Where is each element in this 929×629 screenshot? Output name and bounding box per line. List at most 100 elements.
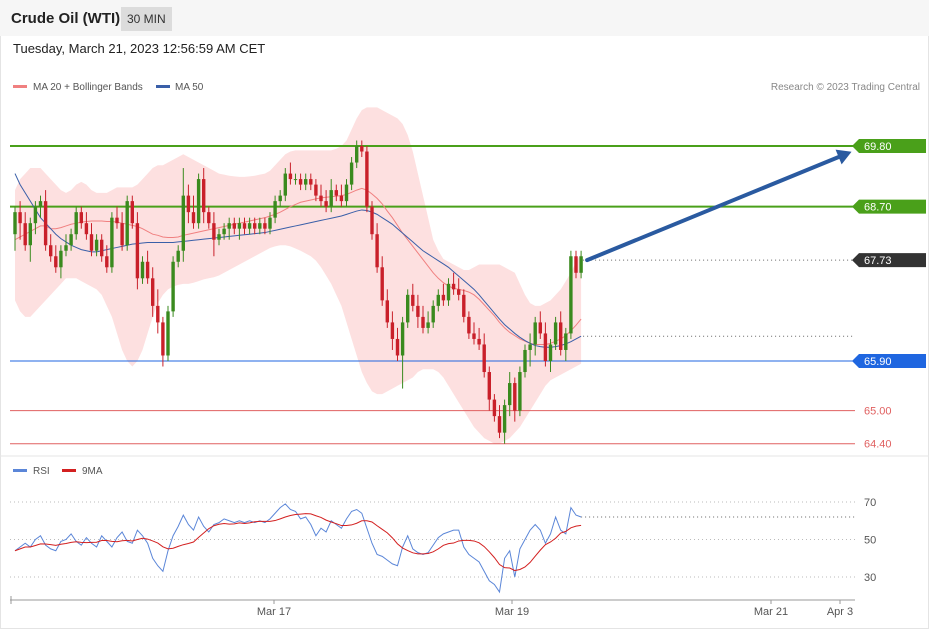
x-tick-label: Mar 17: [257, 606, 291, 618]
candle-body: [344, 184, 349, 202]
candle-body: [100, 239, 104, 257]
candle-body: [64, 245, 68, 251]
candle-body: [43, 201, 48, 246]
candle-body: [191, 212, 196, 224]
candle-body: [288, 173, 293, 180]
candle-body: [13, 212, 17, 235]
candle-body: [446, 283, 451, 301]
candle-body: [406, 294, 410, 323]
candle-body: [151, 278, 155, 306]
candle-body: [508, 383, 512, 406]
candle-body: [110, 217, 114, 268]
candle-body: [202, 179, 206, 213]
candle-body: [263, 223, 267, 229]
candle-body: [329, 190, 333, 207]
candle-body: [298, 179, 303, 185]
candle-body: [548, 344, 553, 361]
candle-body: [135, 223, 140, 279]
candle-body: [89, 234, 94, 251]
candle-body: [451, 283, 456, 290]
candle-body: [74, 212, 78, 235]
candle-body: [18, 212, 22, 224]
timeframe-badge[interactable]: 30 MIN: [121, 7, 172, 31]
candle-body: [130, 201, 134, 224]
candle-body: [171, 261, 175, 312]
candle-body: [125, 201, 129, 246]
candle-body: [105, 256, 109, 268]
candle-body: [181, 195, 185, 251]
candle-body: [400, 322, 405, 356]
candle-body: [355, 146, 359, 163]
candle-body: [528, 344, 532, 350]
candle-body: [492, 399, 497, 417]
instrument-title: Crude Oil (WTI): [11, 10, 121, 27]
candle-body: [421, 316, 425, 328]
candle-body: [84, 223, 89, 235]
candle-body: [120, 223, 124, 246]
candle-body: [436, 294, 440, 306]
rsi-tick-30: 30: [864, 572, 876, 584]
candle-body: [232, 223, 236, 229]
candle-body: [145, 261, 150, 279]
candle-body: [513, 383, 517, 411]
forecast-arrow-shaft: [585, 152, 848, 263]
candle-body: [457, 289, 461, 295]
candle-body: [140, 261, 145, 279]
candle-body: [349, 162, 354, 185]
x-tick-label: Apr 3: [827, 606, 853, 618]
ma20-line: [14, 187, 582, 345]
candle-body: [574, 256, 578, 273]
rsi-tick-50: 50: [864, 535, 876, 547]
candle-body: [304, 179, 308, 185]
candle-body: [278, 195, 282, 202]
candle-body: [324, 201, 328, 207]
ma20-legend-swatch: [13, 85, 27, 88]
candle-body: [487, 372, 491, 400]
level-label-67-73: 67.73: [864, 255, 892, 267]
candle-body: [395, 338, 400, 356]
level-label-65-00: 65.00: [864, 406, 892, 418]
level-tag-65-90: [852, 354, 926, 368]
candle-body: [375, 234, 379, 268]
ma50-legend-label: MA 50: [175, 82, 204, 93]
candle-body: [79, 212, 83, 224]
candle-body: [426, 322, 430, 328]
candle-body: [293, 179, 298, 181]
level-label-64-40: 64.40: [864, 439, 892, 451]
price-legend: MA 20 + Bollinger Bands MA 50 Research ©…: [13, 82, 920, 93]
candle-body: [482, 344, 486, 373]
rsi-legend-label: RSI: [33, 466, 50, 477]
candle-body: [54, 256, 58, 268]
candle-body: [161, 322, 165, 356]
candle-body: [176, 250, 180, 262]
candle-body: [533, 322, 537, 345]
candle-body: [365, 151, 369, 207]
candle-body: [247, 223, 252, 229]
candle-body: [166, 311, 170, 356]
candle-body: [553, 322, 558, 345]
header-bar: Crude Oil (WTI) 30 MIN: [0, 0, 929, 36]
candle-body: [472, 333, 476, 339]
candle-body: [237, 223, 242, 229]
candle-body: [38, 201, 43, 207]
rsi-ma-line: [14, 513, 582, 572]
candle-body: [314, 184, 318, 196]
candle-body: [339, 195, 344, 202]
candle-body: [156, 305, 160, 323]
candle-body: [222, 228, 226, 235]
level-label-69-80: 69.80: [864, 141, 892, 153]
rsi-tick-70: 70: [864, 497, 876, 509]
candle-body: [207, 212, 211, 224]
candle-body: [416, 305, 420, 317]
candle-body: [94, 239, 99, 251]
ma50-legend-swatch: [156, 85, 170, 88]
candle-body: [518, 372, 522, 411]
candle-body: [385, 300, 389, 323]
candle-body: [196, 179, 201, 224]
rsi-ma-legend-swatch: [62, 469, 76, 472]
candle-body: [33, 206, 38, 224]
candle-body: [543, 333, 548, 361]
candle-body: [268, 217, 272, 229]
copyright-text: Research © 2023 Trading Central: [771, 82, 920, 93]
